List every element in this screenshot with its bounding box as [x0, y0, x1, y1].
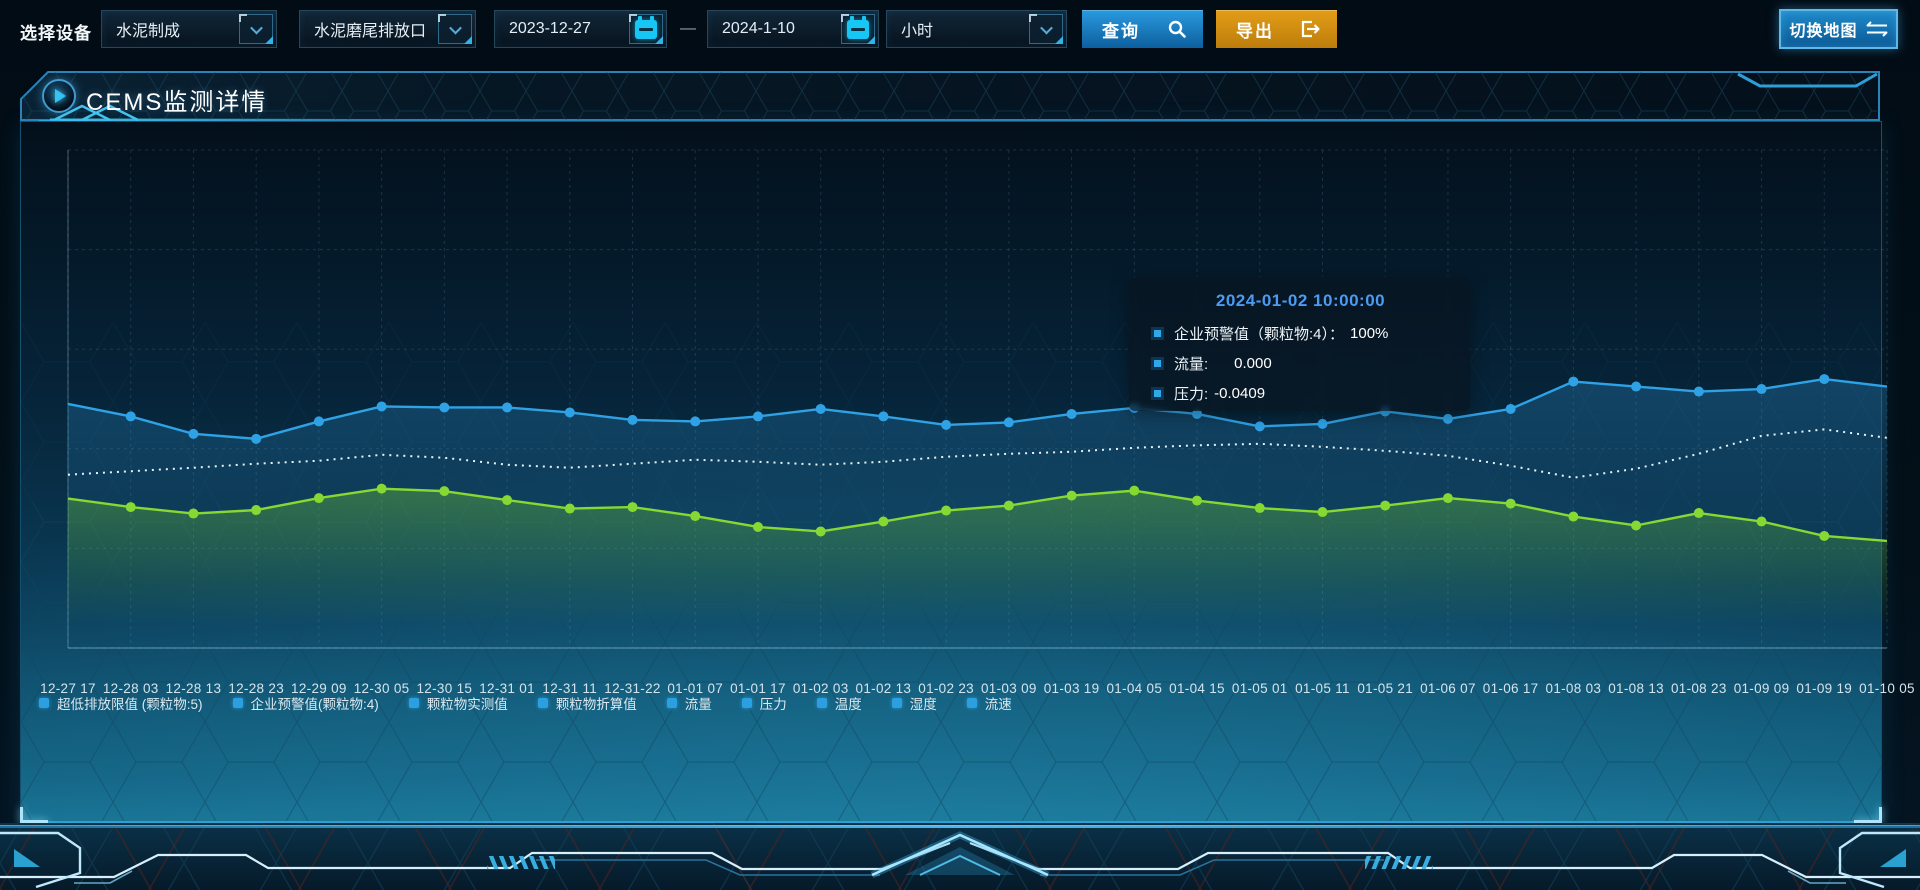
play-triangle-icon	[55, 89, 66, 103]
search-icon	[1168, 20, 1186, 38]
x-axis-label: 01-05 21	[1357, 681, 1414, 696]
panel-corner-accent	[1854, 807, 1882, 823]
legend-marker	[408, 698, 419, 708]
x-axis-label: 01-10 05	[1859, 681, 1915, 696]
start-date-picker[interactable]: 2023-12-27	[494, 10, 667, 48]
x-axis-label: 01-08 03	[1545, 681, 1602, 696]
tooltip-series-value: 100%	[1350, 325, 1389, 342]
legend-item[interactable]: 流量	[666, 693, 712, 713]
tooltip-row: 压力: -0.0409	[1151, 383, 1450, 404]
legend-label: 流速	[984, 697, 1012, 712]
interval-select-dropdown-toggle[interactable]	[1029, 14, 1063, 44]
outlet-select-dropdown-toggle[interactable]	[438, 14, 472, 44]
legend-marker	[39, 698, 49, 708]
legend-item[interactable]: 湿度	[891, 693, 937, 713]
x-axis-label: 01-06 07	[1420, 681, 1476, 696]
legend-item[interactable]: 流速	[966, 693, 1012, 713]
interval-select-value: 小时	[901, 23, 934, 40]
tooltip-series-label: 压力:	[1174, 386, 1209, 403]
legend-marker	[537, 698, 548, 708]
legend-marker	[966, 698, 977, 708]
tooltip-row: 企业预警值（颗粒物:4）： 100%	[1151, 323, 1450, 344]
chevron-down-icon	[1039, 21, 1053, 34]
legend-item[interactable]: 颗粒物实测值	[408, 693, 508, 713]
tooltip-series-label: 企业预警值（颗粒物:4）：	[1174, 326, 1345, 343]
x-axis-label: 01-04 05	[1106, 681, 1163, 696]
x-axis-label: 01-08 23	[1670, 681, 1727, 696]
x-axis-label: 01-05 11	[1295, 681, 1350, 696]
export-button[interactable]: 导出	[1216, 10, 1337, 48]
chevron-down-icon	[249, 21, 263, 34]
export-icon	[1301, 20, 1320, 38]
line-chart	[67, 149, 1888, 649]
interval-select[interactable]: 小时	[886, 10, 1067, 48]
calendar-icon	[847, 15, 869, 39]
query-button-label: 查询	[1102, 21, 1140, 41]
swap-arrows-icon	[1866, 21, 1887, 37]
device-select-label: 选择设备	[20, 24, 92, 43]
x-axis-label: 01-08 13	[1608, 681, 1664, 696]
tooltip-series-marker	[1151, 357, 1164, 370]
tooltip-series-value: 0.000	[1234, 355, 1272, 372]
device-select-value: 水泥制成	[116, 23, 181, 40]
x-axis-label: 01-04 15	[1169, 681, 1225, 696]
legend-item[interactable]: 温度	[816, 693, 862, 713]
chevron-down-icon	[448, 21, 462, 34]
legend-item[interactable]: 超低排放限值 (颗粒物:5)	[39, 693, 203, 713]
query-button[interactable]: 查询	[1082, 10, 1203, 48]
legend-marker	[891, 698, 902, 708]
date-range-separator: —	[680, 20, 696, 37]
legend-item[interactable]: 压力	[741, 693, 787, 713]
start-date-calendar-button[interactable]	[629, 14, 663, 44]
chart-tooltip: 2024-01-02 10:00:00 企业预警值（颗粒物:4）： 100% 流量:…	[1129, 277, 1470, 411]
end-date-picker[interactable]: 2024-1-10	[707, 10, 879, 48]
top-toolbar: 选择设备 水泥制成 水泥磨尾排放口 2023-12-27 — 2024-1-10…	[0, 0, 1920, 58]
legend-marker	[232, 698, 243, 708]
footer-hud-decoration	[0, 823, 1920, 890]
tooltip-series-value: -0.0409	[1214, 385, 1266, 402]
chart-plot-area[interactable]: 12-27 17 12-28 03 12-28 13 12-28 23 12-29 09…	[40, 149, 1915, 696]
legend-marker	[816, 698, 827, 708]
panel-corner-accent	[20, 807, 48, 823]
tooltip-series-marker	[1151, 387, 1164, 400]
chart-panel: 12-27 17 12-28 03 12-28 13 12-28 23 12-29 09…	[20, 121, 1915, 823]
switch-map-button[interactable]: 切换地图	[1779, 9, 1898, 49]
tooltip-timestamp: 2024-01-02 10:00:00	[1215, 291, 1386, 310]
tooltip-series-marker	[1151, 327, 1164, 340]
legend-label: 超低排放限值 (颗粒物:5)	[57, 697, 203, 712]
tooltip-series-label: 流量:	[1174, 356, 1209, 373]
tooltip-row: 流量: 0.000	[1151, 353, 1450, 374]
end-date-calendar-button[interactable]	[841, 14, 875, 44]
legend-label: 湿度	[909, 697, 937, 712]
legend-marker	[666, 698, 677, 708]
outlet-select[interactable]: 水泥磨尾排放口	[299, 10, 476, 48]
panel-title-play-icon[interactable]	[42, 79, 76, 113]
x-axis-label: 01-09 09	[1733, 681, 1790, 696]
panel-title: CEMS监测详情	[86, 89, 268, 116]
panel-header-frame	[20, 71, 1880, 133]
calendar-icon	[635, 15, 657, 39]
outlet-select-value: 水泥磨尾排放口	[314, 23, 427, 40]
legend-label: 流量	[684, 697, 712, 712]
export-button-label: 导出	[1236, 21, 1274, 41]
legend-label: 压力	[759, 697, 787, 712]
chart-legend: 超低排放限值 (颗粒物:5) 企业预警值(颗粒物:4) 颗粒物实测值 颗粒物折算值 流量…	[39, 693, 1012, 713]
start-date-value: 2023-12-27	[509, 20, 591, 37]
x-axis-label: 01-09 19	[1796, 681, 1853, 696]
panel-header: CEMS监测详情	[20, 71, 1882, 133]
legend-label: 颗粒物实测值	[426, 697, 508, 712]
x-axis-label: 01-05 01	[1231, 681, 1288, 696]
device-select[interactable]: 水泥制成	[101, 10, 277, 48]
legend-label: 颗粒物折算值	[555, 697, 637, 712]
device-select-dropdown-toggle[interactable]	[239, 14, 273, 44]
x-axis-label: 01-03 19	[1043, 681, 1100, 696]
legend-label: 企业预警值(颗粒物:4)	[250, 697, 379, 712]
legend-item[interactable]: 企业预警值(颗粒物:4)	[232, 693, 379, 713]
switch-map-button-label: 切换地图	[1789, 23, 1858, 40]
x-axis-label: 01-06 17	[1482, 681, 1539, 696]
end-date-value: 2024-1-10	[722, 20, 795, 37]
legend-item[interactable]: 颗粒物折算值	[537, 693, 637, 713]
legend-label: 温度	[834, 697, 862, 712]
legend-marker	[741, 698, 752, 708]
